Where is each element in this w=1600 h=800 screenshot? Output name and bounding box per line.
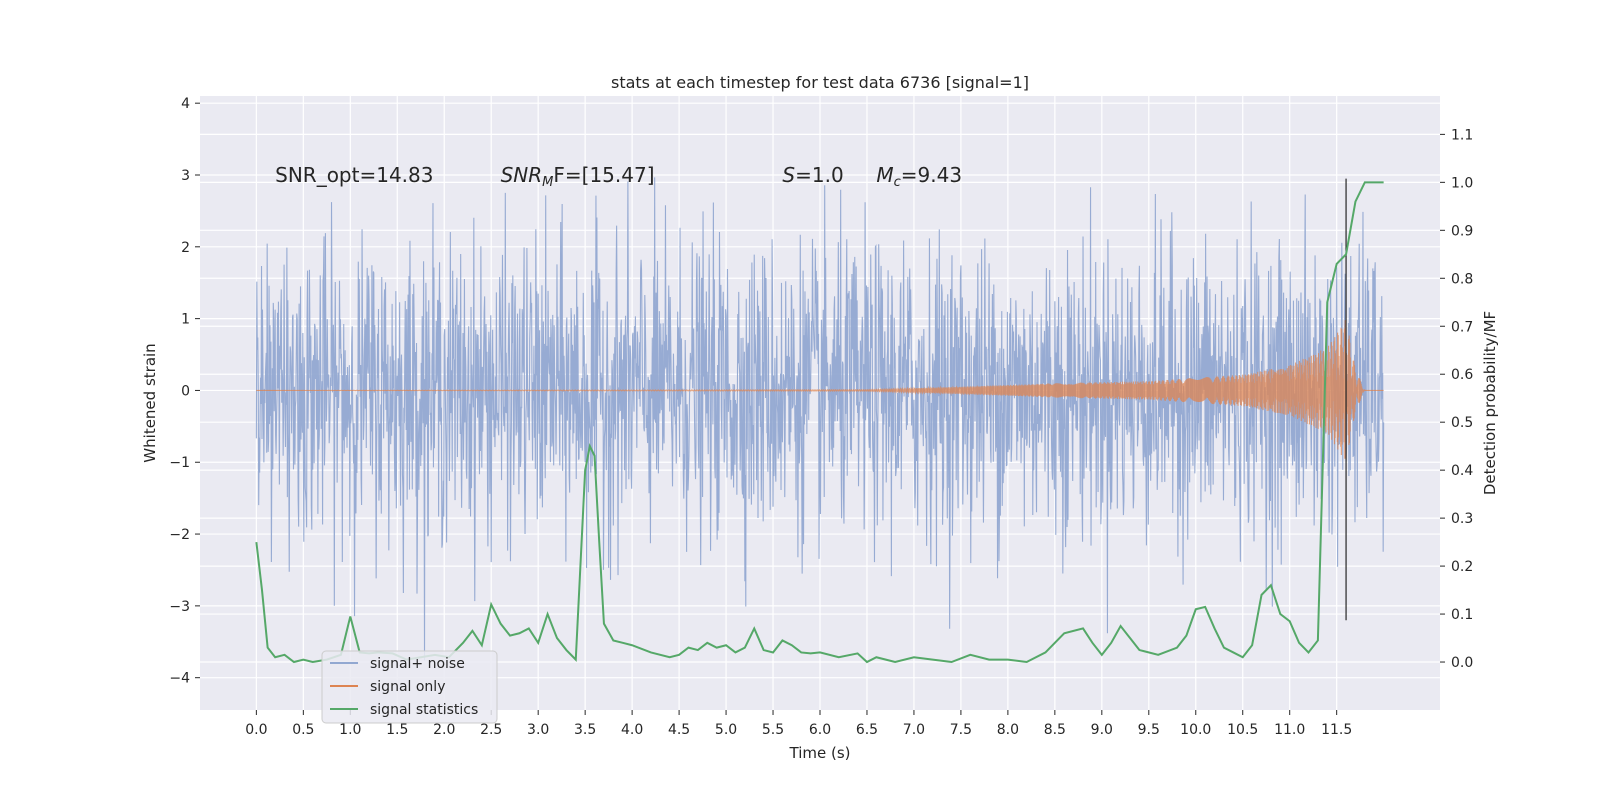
annotation-snr-mf-sub: M: [542, 175, 553, 190]
annotation-snr-mf: SNRMF=[15.47]: [501, 163, 655, 190]
y2-tick-label: 0.2: [1451, 559, 1473, 575]
y2-tick-label: 0.4: [1451, 463, 1473, 479]
y2-tick-label: 0.7: [1451, 319, 1473, 335]
y-tick-label: −4: [169, 671, 190, 687]
y2-tick-label: 0.0: [1451, 655, 1473, 671]
signal-noise-line: [255, 177, 1385, 661]
annotation-s: S=1.0: [782, 163, 843, 187]
annotation-mc-sub: c: [894, 175, 901, 190]
y-tick-label: 2: [181, 240, 190, 256]
y-axis-label: Whitened strain: [141, 343, 159, 462]
y2-tick-label: 0.5: [1451, 415, 1473, 431]
x-tick-label: 5.0: [715, 722, 737, 738]
annotation-mc-rest: =9.43: [901, 163, 962, 187]
y-tick-label: 1: [181, 312, 190, 328]
annotation-snr-mf-rest: F=[15.47]: [553, 163, 654, 187]
x-tick-label: 10.0: [1180, 722, 1211, 738]
y2-tick-label: 0.6: [1451, 367, 1473, 383]
x-tick-label: 11.5: [1321, 722, 1352, 738]
y2-axis-label: Detection probability/MF: [1481, 311, 1499, 495]
x-tick-label: 7.0: [903, 722, 925, 738]
chart-title: stats at each timestep for test data 673…: [611, 73, 1029, 92]
y2-tick-label: 0.3: [1451, 511, 1473, 527]
signal-only-line: [256, 320, 1384, 459]
y-axis-ticks: −4 −3 −2 −1 0 1 2 3 4: [169, 96, 200, 687]
legend-label-signal-only: signal only: [370, 679, 445, 695]
annotation-s-main: S: [782, 163, 795, 187]
x-tick-label: 1.5: [386, 722, 408, 738]
y-tick-label: −1: [169, 455, 190, 471]
x-axis-ticks: 0.0 0.5 1.0 1.5 2.0 2.5 3.0 3.5 4.0 4.5 5.0 5.5 6.0 6…: [245, 710, 1352, 738]
y-tick-label: 4: [181, 96, 190, 112]
x-tick-label: 5.5: [762, 722, 784, 738]
x-tick-label: 1.0: [339, 722, 361, 738]
x-tick-label: 9.0: [1091, 722, 1113, 738]
y-tick-label: −3: [169, 599, 190, 615]
annotation-mc: Mc=9.43: [876, 163, 962, 190]
annotation-snr-opt: SNR_opt=14.83: [275, 163, 433, 187]
x-tick-label: 7.5: [950, 722, 972, 738]
x-tick-label: 2.0: [433, 722, 455, 738]
signal-only-series: [256, 320, 1384, 459]
legend-label-signal-noise: signal+ noise: [370, 656, 465, 672]
x-tick-label: 8.0: [997, 722, 1019, 738]
y2-tick-label: 1.0: [1451, 175, 1473, 191]
x-tick-label: 2.5: [480, 722, 502, 738]
x-tick-label: 9.5: [1138, 722, 1160, 738]
y2-axis-ticks: 0.0 0.1 0.2 0.3 0.4 0.5 0.6 0.7 0.8 0.9 1.0 1.1: [1440, 127, 1473, 671]
x-tick-label: 0.0: [245, 722, 267, 738]
y-tick-label: −2: [169, 527, 190, 543]
y2-tick-label: 0.1: [1451, 607, 1473, 623]
x-tick-label: 3.0: [527, 722, 549, 738]
signal-noise-series: [255, 177, 1385, 661]
x-tick-label: 4.5: [668, 722, 690, 738]
x-tick-label: 0.5: [292, 722, 314, 738]
y2-tick-label: 1.1: [1451, 127, 1473, 143]
x-tick-label: 11.0: [1274, 722, 1305, 738]
x-tick-label: 10.5: [1227, 722, 1258, 738]
y2-tick-label: 0.8: [1451, 271, 1473, 287]
legend: signal+ noise signal only signal statist…: [321, 650, 498, 724]
annotation-s-rest: =1.0: [795, 163, 844, 187]
y-tick-label: 0: [181, 383, 190, 399]
x-tick-label: 6.5: [856, 722, 878, 738]
x-axis-label: Time (s): [789, 744, 851, 762]
x-tick-label: 6.0: [809, 722, 831, 738]
x-tick-label: 8.5: [1044, 722, 1066, 738]
x-tick-label: 4.0: [621, 722, 643, 738]
legend-label-signal-statistics: signal statistics: [370, 702, 478, 718]
y2-tick-label: 0.9: [1451, 223, 1473, 239]
annotation-snr-mf-main: SNR: [501, 163, 543, 187]
x-tick-label: 3.5: [574, 722, 596, 738]
y-tick-label: 3: [181, 168, 190, 184]
annotation-mc-main: M: [876, 163, 893, 187]
legend-box: [321, 650, 498, 724]
